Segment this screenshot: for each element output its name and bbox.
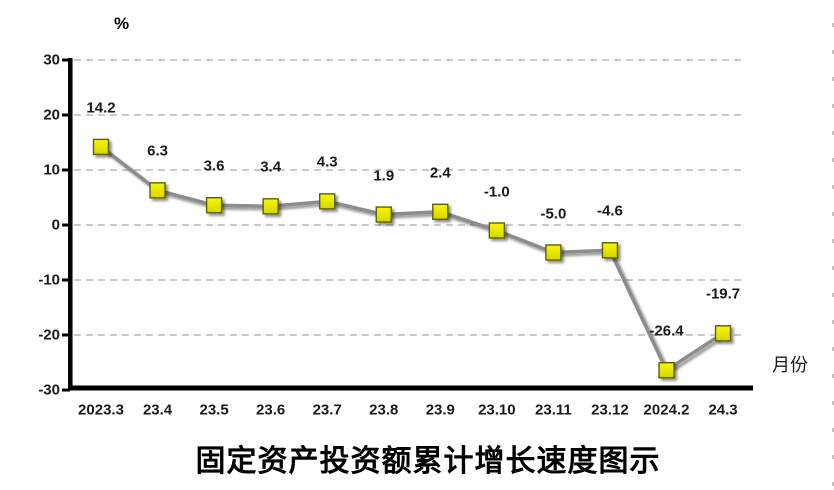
data-point-marker [545, 244, 562, 261]
data-point-marker [205, 196, 223, 214]
data-point-label: -1.0 [483, 183, 510, 200]
x-axis-category-label: 2024.2 [643, 401, 690, 419]
data-series-line [99, 145, 725, 372]
data-point-label: 6.3 [147, 142, 168, 160]
x-axis-category-label: 23.4 [142, 401, 173, 419]
data-point-label: 14.2 [86, 99, 116, 117]
series-line [99, 145, 725, 372]
x-axis-category-label: 24.3 [708, 401, 738, 419]
data-point-marker [149, 182, 166, 199]
data-point-label: -4.6 [597, 202, 623, 220]
gridlines [74, 59, 746, 336]
data-point-label: 1.9 [373, 167, 395, 185]
screen-edge-dotted-border [832, 0, 834, 490]
y-axis-tick-label: -30 [38, 381, 60, 399]
data-point-label: -19.7 [705, 285, 741, 303]
data-point-marker [488, 222, 506, 239]
x-axis-category-label: 23.12 [591, 401, 629, 419]
data-point-label: -26.4 [649, 322, 684, 340]
data-point-markers [92, 138, 732, 379]
data-point-marker [375, 206, 392, 223]
axes [68, 58, 753, 391]
y-axis-ticks [62, 58, 70, 392]
data-point-label: 4.3 [316, 153, 338, 171]
chart-title: 固定资产投资额累计增长速度图示 [195, 445, 661, 478]
data-point-marker [658, 362, 675, 379]
x-axis-category-label: 23.11 [535, 401, 572, 419]
data-point-label: 3.4 [260, 158, 282, 176]
x-axis-title: 月份 [772, 355, 808, 375]
x-axis-category-label: 23.6 [256, 401, 286, 419]
y-axis-tick-label: 0 [51, 216, 60, 234]
data-point-marker [714, 325, 732, 342]
x-axis-category-label: 23.5 [199, 401, 229, 419]
y-axis-tick-label: 20 [43, 106, 60, 124]
x-axis-category-label: 23.7 [312, 401, 342, 419]
y-axis-tick-label: -20 [38, 326, 60, 344]
data-point-marker [262, 198, 279, 215]
x-axis-category-label: 2023.3 [78, 401, 124, 419]
data-point-label: 3.6 [203, 157, 225, 175]
data-point-marker [319, 193, 336, 210]
x-axis-category-label: 23.10 [478, 401, 516, 419]
data-point-label: 2.4 [429, 164, 451, 182]
y-axis-tick-label: 30 [43, 51, 60, 69]
data-point-marker [601, 242, 619, 259]
data-point-label: -5.0 [540, 205, 567, 222]
x-axis-category-label: 23.8 [369, 401, 399, 419]
y-axis-unit-label: % [114, 14, 130, 33]
data-point-marker [432, 203, 449, 221]
x-axis-category-label: 23.9 [425, 401, 455, 419]
y-axis-tick-label: 10 [43, 161, 60, 179]
y-axis-tick-label: -10 [38, 271, 60, 289]
data-point-marker [92, 138, 110, 156]
